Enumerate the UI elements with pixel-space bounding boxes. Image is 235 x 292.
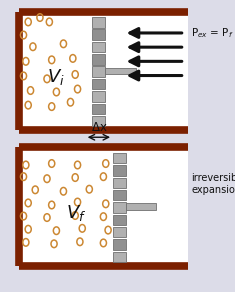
Bar — [19, 147, 188, 266]
Bar — [92, 79, 105, 89]
Bar — [92, 67, 105, 77]
Text: irreversible
expansion: irreversible expansion — [191, 173, 235, 195]
Bar — [113, 227, 126, 237]
Bar — [19, 12, 188, 130]
Bar — [113, 239, 126, 250]
Bar — [113, 252, 126, 262]
Bar — [92, 91, 105, 102]
Bar — [92, 54, 105, 65]
Bar — [92, 104, 105, 114]
Bar — [92, 116, 105, 126]
Bar — [113, 178, 126, 188]
Bar — [92, 42, 105, 52]
Bar — [92, 29, 105, 40]
Text: V$_i$: V$_i$ — [47, 67, 65, 87]
Text: V$_f$: V$_f$ — [66, 203, 86, 223]
Bar — [92, 17, 105, 27]
Bar — [113, 215, 126, 225]
Bar — [126, 203, 156, 210]
Bar — [113, 190, 126, 200]
Text: P$_{ex}$ = P$_f$: P$_{ex}$ = P$_f$ — [191, 26, 234, 40]
Bar — [113, 153, 126, 163]
Bar — [113, 202, 126, 213]
Bar — [113, 165, 126, 176]
Text: $\Delta$x: $\Delta$x — [90, 121, 107, 134]
Bar — [105, 68, 136, 74]
